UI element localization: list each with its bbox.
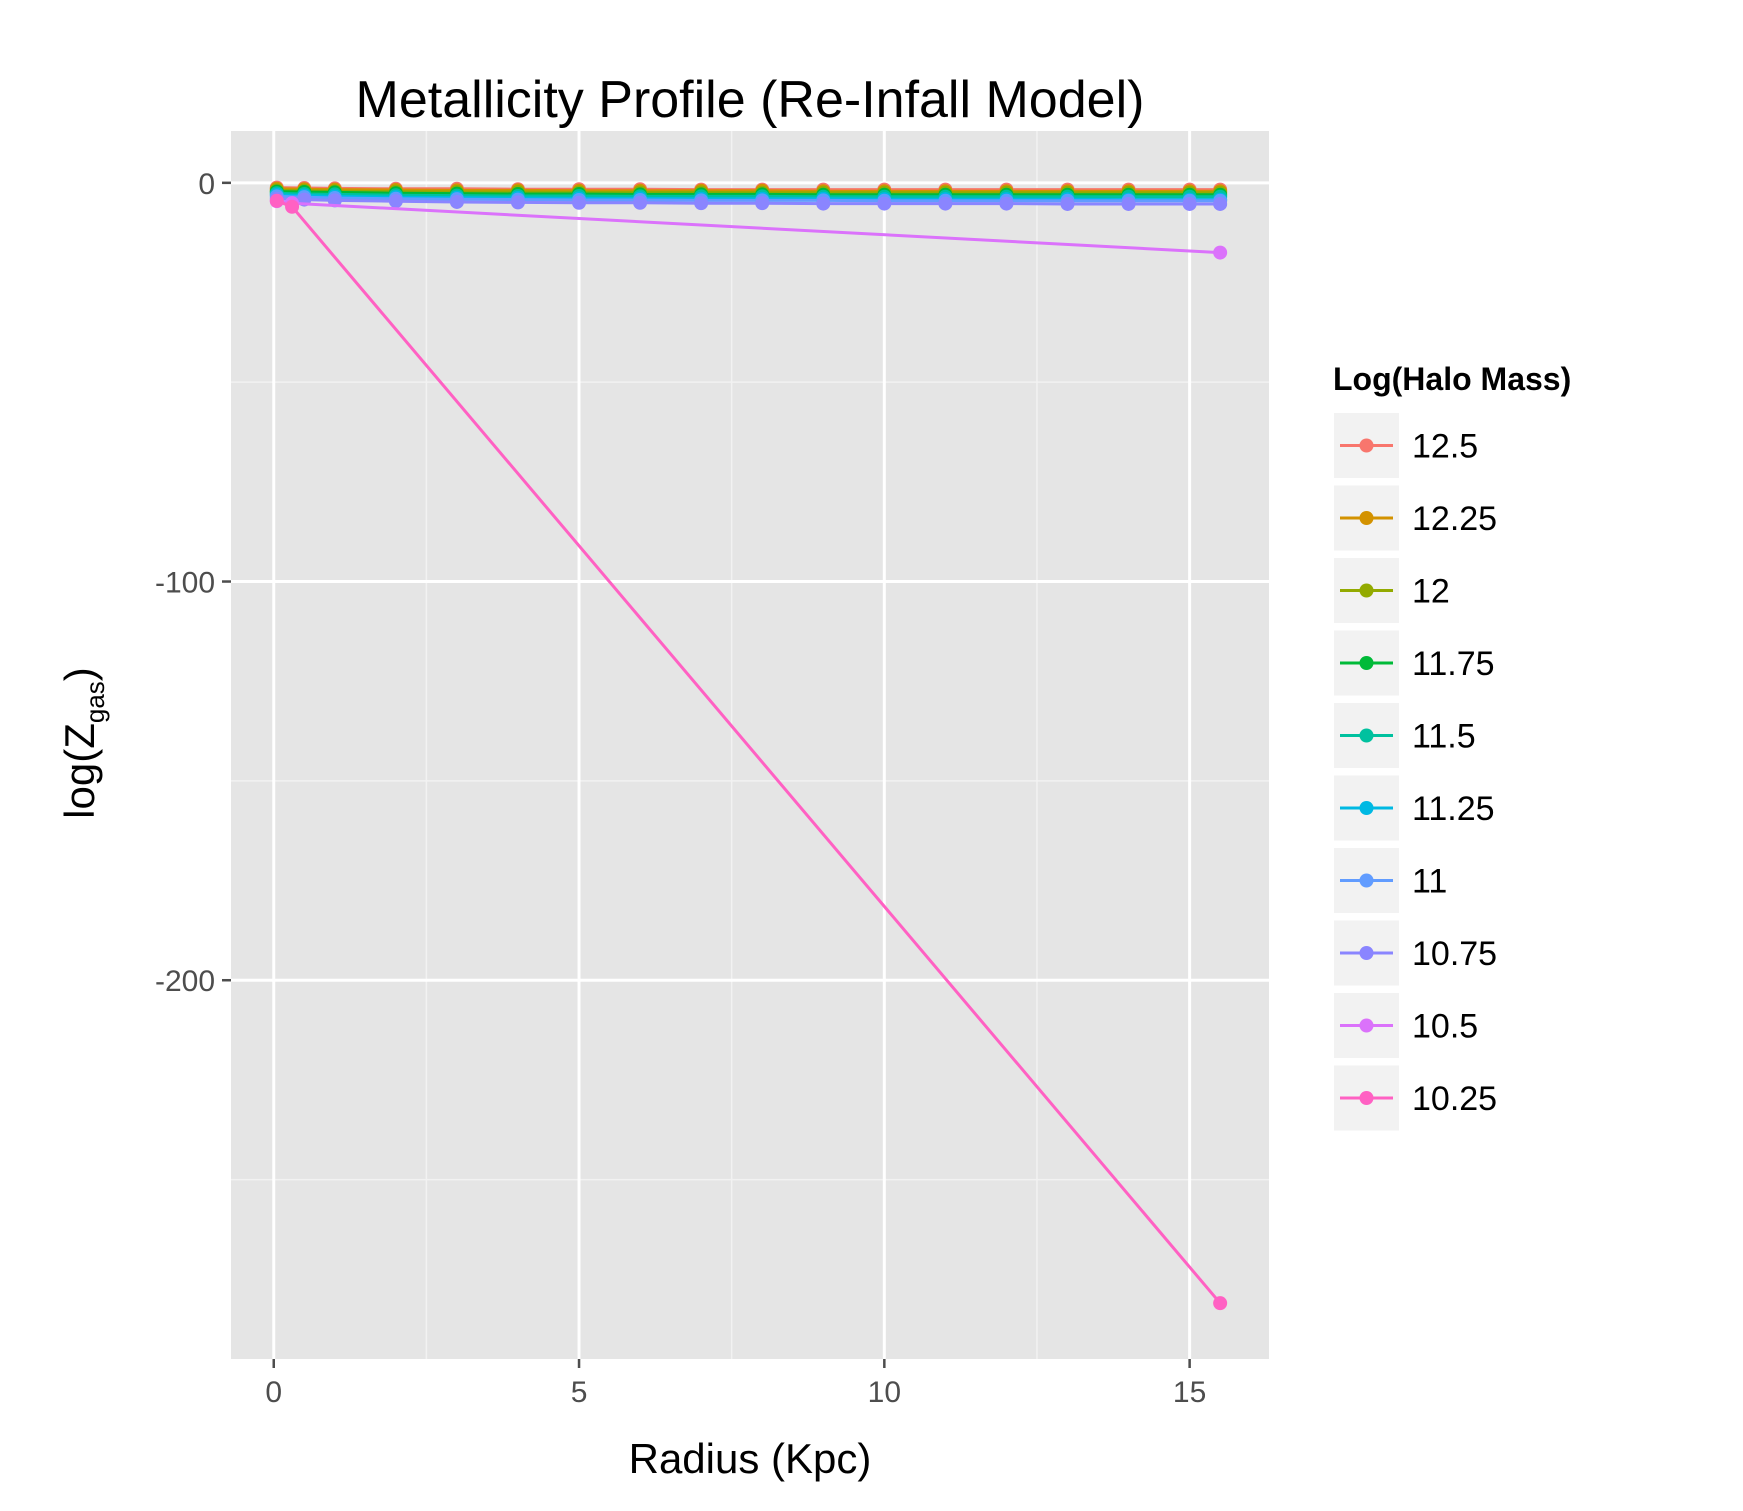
y-tick-label: -200 [155, 965, 215, 998]
legend-label: 11.25 [1412, 790, 1495, 828]
legend-key-point [1359, 1091, 1374, 1105]
legend-label: 10.75 [1412, 935, 1497, 973]
y-tick-label: 0 [198, 168, 215, 201]
data-point [1213, 1296, 1228, 1311]
series-line [276, 190, 1221, 197]
series-10.25 [269, 193, 1228, 1311]
legend-item: 11 [1332, 846, 1447, 915]
x-tick-label: 0 [265, 1376, 282, 1409]
legend-label: 11 [1412, 863, 1447, 901]
legend-key-point [1359, 656, 1374, 670]
y-axis-title-sub: gas [80, 681, 110, 723]
svg-text:log(Zgas): log(Zgas) [56, 667, 110, 819]
data-point [999, 196, 1014, 211]
data-point [816, 196, 831, 211]
data-point [388, 194, 403, 209]
legend-item: 10.5 [1332, 991, 1478, 1060]
data-point [449, 194, 464, 209]
series-line [276, 191, 1221, 199]
data-point [633, 195, 648, 210]
legend-label: 11.75 [1412, 645, 1495, 683]
legend-label: 11.5 [1412, 718, 1476, 756]
data-point [1213, 245, 1228, 260]
axis-ticks [222, 181, 1191, 1368]
data-point [694, 196, 709, 211]
data-point [572, 195, 587, 210]
legend-key-point [1359, 946, 1374, 960]
data-point [510, 195, 525, 210]
legend-label: 10.25 [1412, 1080, 1497, 1118]
series-layer [269, 180, 1228, 1311]
series-line [276, 197, 1221, 206]
y-tick-label: -100 [155, 567, 215, 600]
series-line [276, 193, 1221, 202]
x-axis-title: Radius (Kpc) [629, 1435, 872, 1482]
legend-key-point [1359, 1018, 1374, 1033]
legend-item: 11.5 [1332, 701, 1476, 770]
series-line [276, 188, 1221, 195]
data-point [755, 196, 770, 211]
x-tick-label: 15 [1173, 1376, 1206, 1409]
data-point [1213, 196, 1228, 211]
legend-item: 10.75 [1332, 918, 1497, 988]
legend-key-point [1359, 873, 1374, 888]
grid-major [231, 131, 1269, 1359]
legend-label: 12 [1412, 573, 1450, 611]
legend-label: 10.5 [1412, 1008, 1478, 1046]
series-10.75 [269, 191, 1228, 211]
legend-key-point [1359, 438, 1374, 453]
legend-item: 11.75 [1332, 628, 1495, 698]
x-tick-label: 10 [868, 1376, 901, 1409]
data-point [1182, 196, 1197, 211]
legend-item: 12.25 [1332, 483, 1497, 553]
legend-title: Log(Halo Mass) [1333, 361, 1571, 397]
legend-key-point [1359, 583, 1374, 598]
y-axis-title-main: log(Z [56, 723, 103, 819]
legend-label: 12.25 [1412, 500, 1497, 538]
legend-label: 12.5 [1412, 428, 1478, 466]
series-line [276, 194, 1221, 203]
legend-key-point [1359, 728, 1374, 743]
data-point [877, 196, 892, 211]
data-point [1060, 196, 1075, 211]
legend-key-point [1359, 801, 1374, 815]
legend: Log(Halo Mass) 12.5 12.25 12 11.75 11.5 11.25… [1332, 361, 1571, 1133]
legend-item: 10.25 [1332, 1063, 1497, 1133]
tick-labels: 0 5 10 15 0 -100 -200 [155, 168, 1206, 1409]
series-line [276, 187, 1221, 193]
chart-title: Metallicity Profile (Re-Infall Model) [356, 71, 1145, 129]
grid-minor [231, 131, 1269, 1359]
legend-item: 12.5 [1332, 411, 1478, 480]
data-point [938, 196, 953, 211]
x-tick-label: 5 [571, 1376, 588, 1409]
y-axis-title-close: ) [56, 667, 103, 681]
legend-key-point [1359, 511, 1374, 525]
legend-item: 11.25 [1332, 773, 1495, 843]
y-axis-title: log(Zgas) [56, 667, 110, 819]
data-point [269, 193, 284, 208]
legend-item: 12 [1332, 556, 1450, 625]
data-point [285, 199, 300, 214]
data-point [1121, 196, 1136, 211]
